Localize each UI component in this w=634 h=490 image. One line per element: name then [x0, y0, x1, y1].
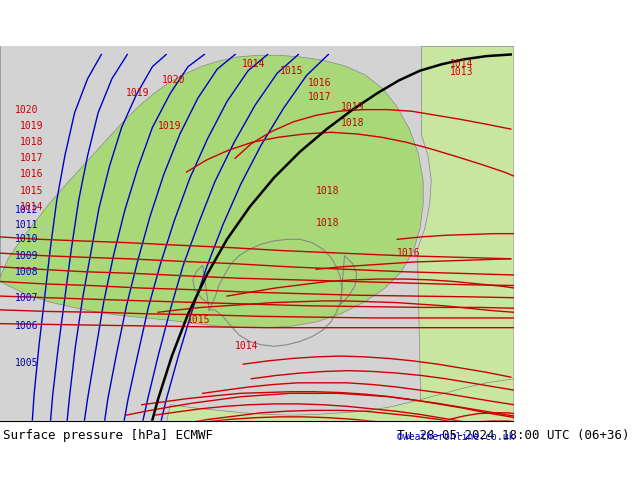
- Text: 1015: 1015: [186, 316, 210, 325]
- Text: 1013: 1013: [450, 67, 474, 77]
- Polygon shape: [0, 47, 423, 328]
- Text: Tu 28-05-2024 18:00 UTC (06+36): Tu 28-05-2024 18:00 UTC (06+36): [398, 429, 630, 442]
- Text: 1014: 1014: [450, 59, 474, 69]
- Text: 1011: 1011: [15, 220, 38, 230]
- Text: 1014: 1014: [20, 202, 44, 212]
- Text: 1019: 1019: [20, 121, 44, 131]
- Text: ©weatheronline.co.uk: ©weatheronline.co.uk: [398, 432, 515, 442]
- Text: 1010: 1010: [15, 234, 38, 245]
- Text: 1016: 1016: [20, 170, 44, 179]
- Text: 1014: 1014: [242, 59, 265, 69]
- Text: 1017: 1017: [308, 92, 332, 101]
- Text: 1014: 1014: [235, 342, 259, 351]
- Text: 1018: 1018: [340, 119, 364, 128]
- Text: Surface pressure [hPa] ECMWF: Surface pressure [hPa] ECMWF: [3, 429, 213, 442]
- Text: 1012: 1012: [15, 205, 38, 215]
- Text: 1017: 1017: [20, 153, 44, 163]
- Text: 1005: 1005: [15, 358, 38, 368]
- Text: 1019: 1019: [126, 88, 149, 98]
- Bar: [0, 421, 514, 443]
- Text: 1018: 1018: [316, 186, 340, 196]
- Text: 1009: 1009: [15, 250, 38, 261]
- Text: 1019: 1019: [158, 121, 181, 131]
- Text: 1006: 1006: [15, 321, 38, 331]
- Text: 1015: 1015: [280, 66, 303, 76]
- Text: 1018: 1018: [316, 218, 340, 228]
- Text: 1018: 1018: [20, 137, 44, 147]
- Text: 1016: 1016: [398, 248, 421, 258]
- Text: 1020: 1020: [162, 75, 186, 85]
- Text: 1016: 1016: [308, 78, 332, 88]
- Polygon shape: [162, 379, 514, 443]
- Text: 1007: 1007: [15, 293, 38, 303]
- Text: 1019: 1019: [340, 102, 364, 112]
- Text: 1015: 1015: [20, 186, 44, 196]
- Text: 1008: 1008: [15, 267, 38, 277]
- Polygon shape: [418, 47, 514, 443]
- Text: 1020: 1020: [15, 105, 38, 115]
